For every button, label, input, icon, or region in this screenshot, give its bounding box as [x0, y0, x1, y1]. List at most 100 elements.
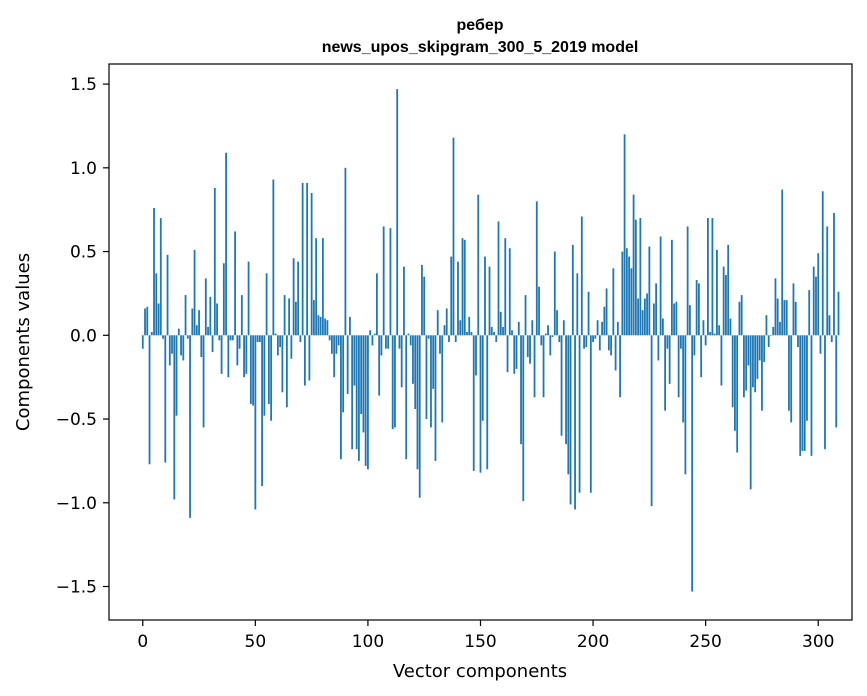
y-tick-label: 1.0 — [70, 159, 97, 179]
bar-89 — [342, 335, 345, 413]
bar-28 — [204, 278, 207, 336]
bar-241 — [684, 335, 687, 475]
bar-193 — [576, 273, 579, 336]
bar-268 — [745, 335, 748, 391]
bar-182 — [551, 335, 554, 337]
bar-64 — [285, 335, 288, 408]
bar-172 — [529, 335, 531, 364]
bar-267 — [743, 335, 745, 398]
plot-frame — [108, 63, 853, 621]
chart-title-line-2: news_upos_skipgram_300_5_2019 model — [322, 39, 639, 56]
bar-200 — [592, 335, 594, 342]
bar-207 — [607, 335, 610, 351]
bar-7 — [157, 303, 160, 336]
bar-49 — [252, 335, 254, 406]
bar-61 — [279, 335, 282, 348]
bar-176 — [538, 286, 540, 336]
bar-273 — [756, 335, 759, 379]
bar-154 — [488, 266, 491, 336]
bar-234 — [668, 335, 671, 384]
bar-293 — [801, 335, 804, 451]
bar-215 — [625, 248, 628, 336]
bar-248 — [700, 335, 703, 378]
bar-134 — [443, 325, 446, 336]
bar-141 — [459, 320, 462, 336]
bar-43 — [238, 335, 241, 349]
bar-233 — [666, 335, 669, 349]
bar-278 — [767, 335, 770, 348]
bar-150 — [479, 335, 482, 473]
bar-292 — [799, 335, 802, 456]
bar-174 — [533, 335, 536, 398]
bar-11 — [166, 254, 169, 336]
bar-12 — [168, 335, 171, 366]
bar-77 — [315, 238, 318, 336]
bar-240 — [682, 335, 685, 423]
bar-133 — [441, 335, 444, 423]
bar-32 — [213, 187, 216, 336]
bar-85 — [333, 335, 336, 378]
bar-289 — [792, 283, 795, 336]
bar-157 — [495, 335, 498, 342]
bar-224 — [646, 293, 649, 336]
bar-304 — [826, 226, 829, 336]
bar-307 — [833, 213, 835, 336]
bar-106 — [380, 335, 383, 356]
bar-55 — [265, 273, 268, 336]
bar-283 — [779, 321, 781, 336]
bar-237 — [675, 301, 678, 336]
bar-102 — [371, 335, 374, 346]
bar-225 — [648, 246, 651, 336]
bar-195 — [580, 216, 583, 336]
bar-108 — [385, 335, 387, 349]
bar-105 — [378, 335, 381, 396]
y-tick-label: 0.5 — [70, 243, 97, 263]
bar-266 — [740, 295, 743, 336]
bar-153 — [486, 335, 489, 470]
bar-2 — [146, 306, 149, 336]
y-tick-label: −1.5 — [56, 578, 97, 598]
bar-243 — [688, 305, 691, 336]
bar-188 — [565, 335, 567, 445]
bar-218 — [632, 194, 635, 336]
bar-220 — [637, 298, 640, 336]
bar-21 — [189, 335, 191, 518]
bar-173 — [531, 320, 534, 336]
bar-177 — [540, 335, 543, 346]
bar-209 — [612, 268, 615, 336]
bar-227 — [652, 303, 655, 336]
bar-252 — [709, 331, 712, 336]
bar-82 — [326, 320, 329, 336]
bar-246 — [695, 280, 698, 336]
bar-138 — [452, 137, 455, 336]
bar-186 — [560, 335, 563, 436]
bar-299 — [815, 276, 817, 336]
bar-63 — [283, 295, 286, 336]
y-axis-ticks: 1.5 1.0 0.5 0.0 −0.5 −1.0 −1.5 — [56, 75, 109, 598]
bar-16 — [177, 328, 180, 336]
bar-190 — [569, 335, 572, 505]
bar-60 — [276, 335, 279, 356]
bar-271 — [752, 335, 754, 388]
bar-284 — [781, 189, 784, 336]
bar-121 — [414, 335, 417, 409]
bar-219 — [634, 219, 637, 336]
bar-18 — [182, 335, 185, 361]
bar-148 — [475, 335, 477, 376]
bar-42 — [236, 335, 239, 366]
bar-15 — [175, 335, 178, 416]
bar-221 — [639, 218, 642, 336]
bar-83 — [328, 335, 331, 341]
bar-249 — [702, 320, 705, 336]
bar-165 — [513, 335, 516, 374]
bar-99 — [364, 335, 367, 466]
bar-37 — [225, 152, 227, 336]
bar-197 — [585, 335, 588, 348]
bar-192 — [574, 335, 576, 510]
bar-79 — [319, 316, 322, 336]
bar-164 — [511, 330, 513, 336]
bar-294 — [803, 335, 806, 451]
bar-291 — [797, 335, 799, 348]
bar-251 — [707, 218, 709, 336]
bar-282 — [776, 298, 779, 336]
